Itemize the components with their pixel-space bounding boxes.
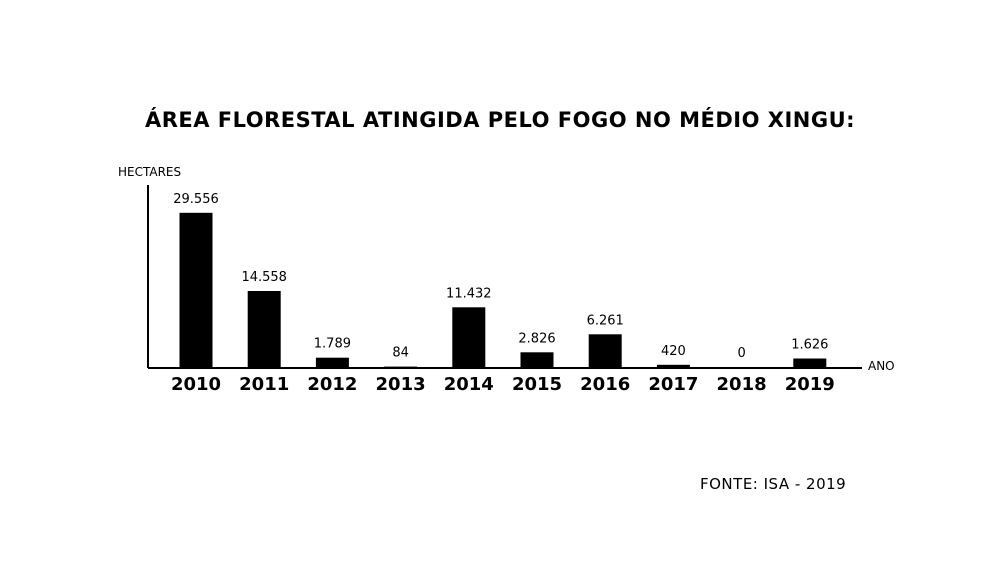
x-tick-label-2014: 2014 [444, 374, 494, 395]
value-label-2018: 0 [737, 346, 745, 361]
bar-2019 [793, 358, 827, 367]
value-label-2010: 29.556 [173, 192, 219, 207]
value-label-2015: 2.826 [518, 331, 555, 346]
bar-2016 [588, 334, 622, 367]
value-label-2019: 1.626 [791, 338, 828, 353]
value-label-2014: 11.432 [446, 286, 492, 301]
bar-2010 [179, 212, 213, 367]
source-note: FONTE: ISA - 2019 [700, 475, 847, 493]
bar-2012 [315, 357, 349, 367]
value-label-2013: 84 [392, 346, 409, 361]
x-tick-label-2019: 2019 [785, 374, 835, 395]
x-tick-label-2018: 2018 [717, 374, 767, 395]
x-tick-label-2013: 2013 [376, 374, 426, 395]
y-axis-label: HECTARES [118, 165, 181, 179]
value-label-2012: 1.789 [314, 337, 351, 352]
bar-2017 [656, 364, 690, 367]
x-tick-label-2012: 2012 [307, 374, 357, 395]
value-label-2016: 6.261 [587, 313, 624, 328]
bar-2015 [520, 352, 554, 367]
value-label-2017: 420 [661, 344, 686, 359]
x-tick-label-2017: 2017 [648, 374, 698, 395]
x-tick-label-2010: 2010 [171, 374, 221, 395]
chart-title: ÁREA FLORESTAL ATINGIDA PELO FOGO NO MÉD… [144, 108, 856, 132]
x-axis-label: ANO [868, 359, 895, 373]
x-tick-label-2016: 2016 [580, 374, 630, 395]
bar-2014 [452, 307, 486, 367]
value-label-2011: 14.558 [241, 270, 287, 285]
x-tick-label-2015: 2015 [512, 374, 562, 395]
x-tick-label-2011: 2011 [239, 374, 289, 395]
bars-group: 29.556 2010 14.558 2011 1.789 2012 84 2013 11.43… [171, 192, 835, 395]
bar-2011 [247, 291, 281, 367]
